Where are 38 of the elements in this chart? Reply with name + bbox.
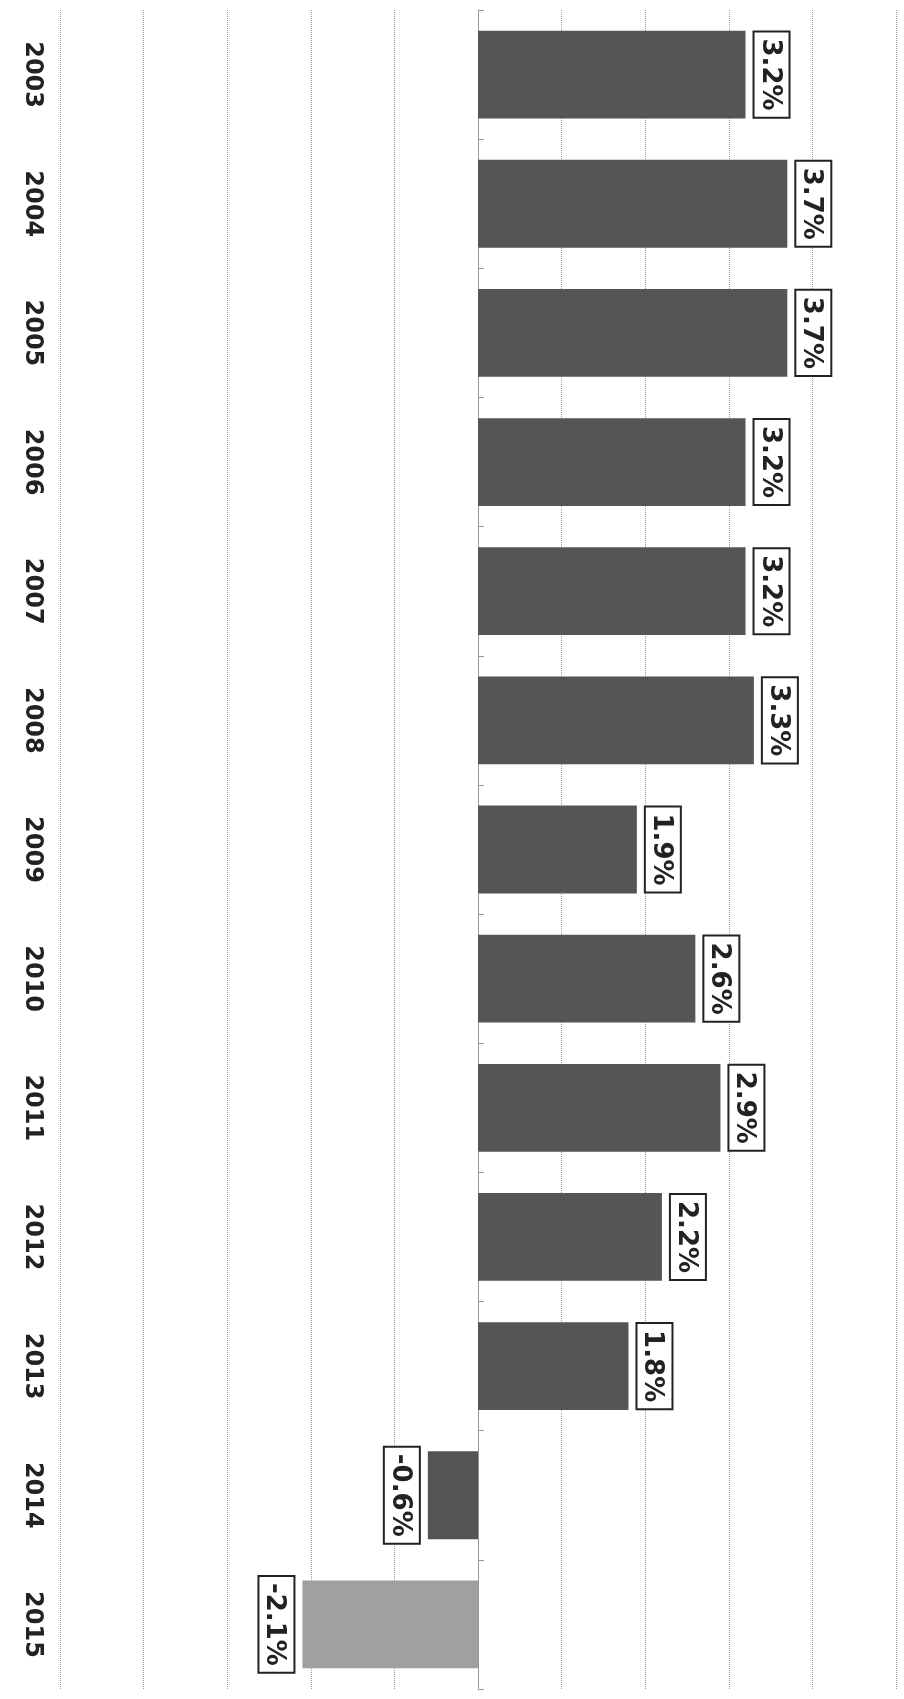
bar	[478, 547, 746, 636]
data-label: 2.6%	[706, 942, 737, 1015]
y-tick-label: 2014	[20, 1461, 48, 1529]
bar	[478, 30, 746, 119]
data-label: 1.8%	[639, 1330, 670, 1403]
y-tick-label: 2004	[20, 170, 48, 238]
data-label: 2.9%	[731, 1071, 762, 1144]
bar	[478, 159, 788, 248]
y-tick-label: 2005	[20, 299, 48, 367]
y-tick-label: 2003	[20, 41, 48, 108]
bar	[478, 418, 746, 506]
bar	[478, 676, 754, 765]
y-tick-label: 2007	[20, 557, 48, 625]
data-label: 3.7%	[798, 296, 829, 369]
bar	[478, 934, 696, 1023]
bar	[478, 288, 788, 377]
data-label: 3.7%	[798, 167, 829, 240]
bar	[427, 1451, 478, 1540]
bar	[478, 1063, 721, 1152]
bar	[478, 1322, 629, 1411]
data-label: 1.9%	[647, 813, 678, 886]
y-tick-label: 2009	[20, 816, 48, 883]
y-tick-label: 2010	[20, 945, 48, 1013]
data-label: -2.1%	[261, 1582, 292, 1666]
data-label: 3.2%	[756, 425, 787, 499]
data-label: 3.2%	[756, 555, 787, 628]
y-tick-label: 2013	[20, 1332, 48, 1400]
data-label: 3.2%	[756, 38, 787, 111]
y-tick-label: 2006	[20, 428, 48, 496]
data-label: 2.2%	[672, 1200, 703, 1274]
data-label: 3.3%	[764, 684, 795, 757]
data-label: -0.6%	[386, 1453, 417, 1537]
y-tick-label: 2015	[20, 1591, 48, 1658]
y-tick-label: 2008	[20, 686, 48, 754]
y-tick-label: 2012	[20, 1203, 48, 1271]
y-tick-label: 2011	[20, 1074, 48, 1142]
bar	[478, 805, 637, 894]
bar	[478, 1193, 662, 1281]
